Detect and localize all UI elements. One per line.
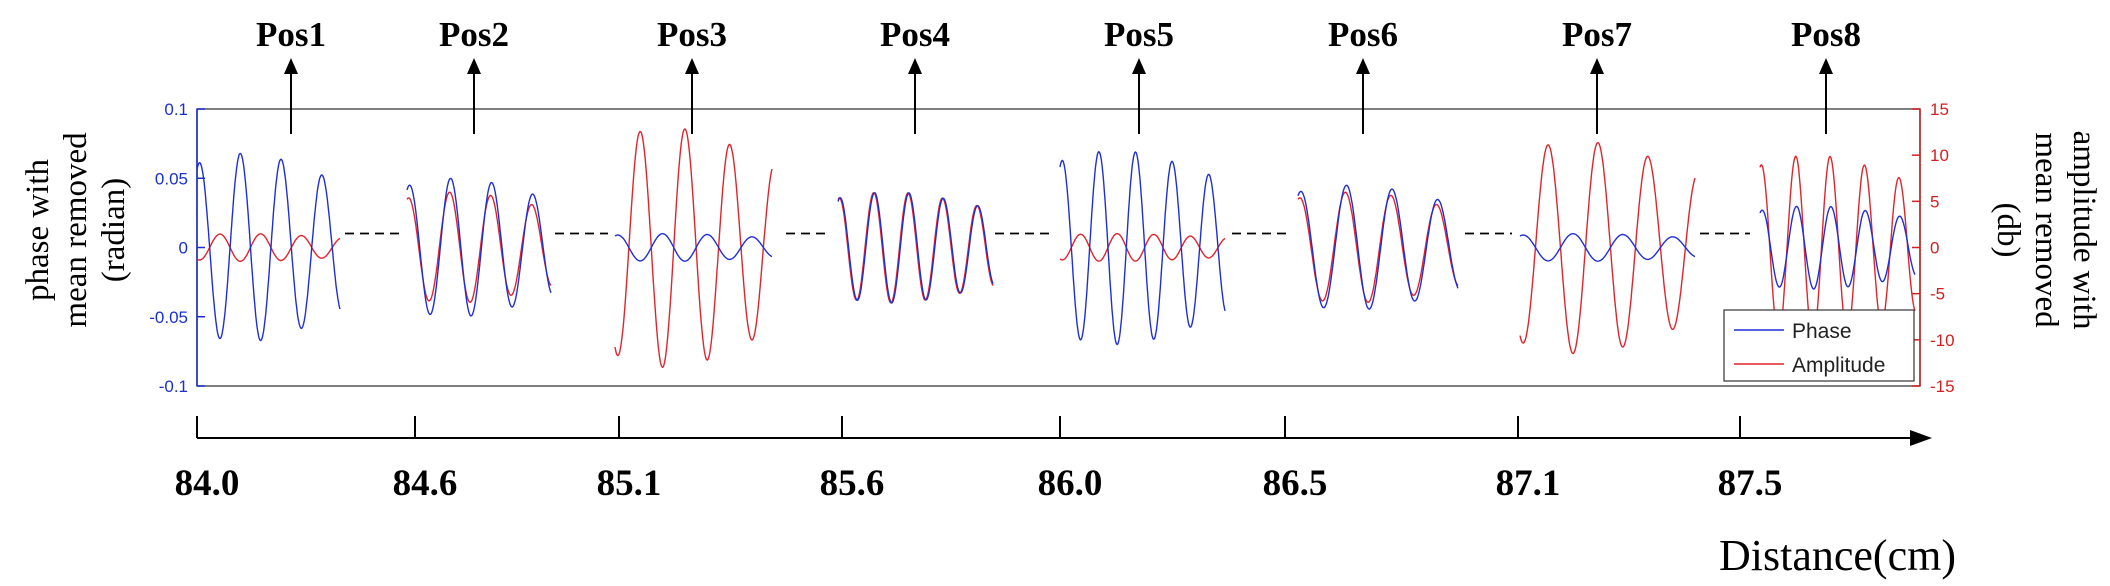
amplitude-trace-pos3 bbox=[614, 128, 773, 369]
position-arrowhead bbox=[685, 58, 699, 74]
distance-tick-label: 86.5 bbox=[1263, 463, 1328, 504]
position-label-pos4: Pos4 bbox=[880, 15, 950, 54]
position-arrowhead bbox=[467, 58, 481, 74]
phase-trace-pos8 bbox=[1759, 205, 1916, 290]
legend: Phase Amplitude bbox=[1723, 309, 1915, 382]
right-tick-label: -10 bbox=[1930, 331, 1955, 350]
legend-amplitude-label: Amplitude bbox=[1792, 354, 1885, 377]
position-arrowhead bbox=[284, 58, 298, 74]
position-label-pos5: Pos5 bbox=[1104, 15, 1174, 54]
phase-trace-pos6 bbox=[1297, 184, 1459, 310]
left-axis-ticks: 0.1 0.05 0 -0.05 -0.1 bbox=[149, 100, 205, 396]
signal-segments bbox=[196, 128, 1916, 369]
position-labels: Pos1 Pos2 Pos3 Pos4 Pos5 Pos6 Pos7 Pos8 bbox=[256, 15, 1861, 134]
left-axis-title-line1: phase with bbox=[20, 158, 56, 301]
left-axis-title-line3: (radian) bbox=[96, 178, 132, 282]
amplitude-trace-pos2 bbox=[406, 191, 552, 304]
distance-tick-label: 87.5 bbox=[1718, 463, 1783, 504]
distance-tick-label: 84.0 bbox=[175, 463, 240, 504]
left-tick-label: 0.05 bbox=[155, 169, 188, 188]
distance-tick-label: 85.1 bbox=[597, 463, 662, 504]
distance-axis-arrowhead bbox=[1910, 430, 1932, 446]
amplitude-trace-pos8 bbox=[1759, 155, 1916, 341]
left-tick-label: -0.05 bbox=[149, 308, 188, 327]
right-tick-label: 10 bbox=[1930, 146, 1949, 165]
position-label-pos3: Pos3 bbox=[657, 15, 727, 54]
distance-ticks: 84.0 84.6 85.1 85.6 86.0 86.5 87.1 87.5 bbox=[175, 416, 1783, 504]
right-tick-label: -15 bbox=[1930, 377, 1955, 396]
right-tick-label: 0 bbox=[1930, 239, 1939, 258]
position-arrowhead bbox=[1132, 58, 1146, 74]
x-axis-title: Distance(cm) bbox=[1719, 531, 1956, 580]
right-tick-label: -5 bbox=[1930, 285, 1945, 304]
position-label-pos1: Pos1 bbox=[256, 15, 326, 54]
right-axis-title-line2: mean removed bbox=[2028, 132, 2064, 328]
phase-trace-pos3 bbox=[614, 233, 773, 262]
right-axis-title: amplitude with mean removed (db) bbox=[1990, 131, 2102, 330]
right-axis-title-line3: (db) bbox=[1990, 203, 2026, 258]
position-label-pos6: Pos6 bbox=[1328, 15, 1398, 54]
distance-tick-label: 84.6 bbox=[393, 463, 458, 504]
position-arrowhead bbox=[908, 58, 922, 74]
position-arrowhead bbox=[1356, 58, 1370, 74]
legend-phase-label: Phase bbox=[1792, 320, 1852, 343]
left-tick-label: 0.1 bbox=[164, 100, 188, 119]
position-label-pos7: Pos7 bbox=[1562, 15, 1632, 54]
legend-box bbox=[1723, 309, 1915, 382]
left-tick-label: 0 bbox=[179, 239, 188, 258]
phase-trace-pos4 bbox=[837, 192, 994, 304]
amplitude-trace-pos7 bbox=[1519, 141, 1696, 355]
amplitude-trace-pos5 bbox=[1059, 233, 1226, 262]
amplitude-trace-pos6 bbox=[1297, 191, 1459, 304]
amplitude-trace-pos4 bbox=[837, 192, 994, 304]
position-label-pos8: Pos8 bbox=[1791, 15, 1861, 54]
phase-trace-pos5 bbox=[1059, 150, 1226, 346]
phase-trace-pos2 bbox=[406, 177, 552, 317]
phase-trace-pos7 bbox=[1519, 233, 1696, 262]
plot-frame bbox=[196, 108, 1921, 387]
right-tick-label: 5 bbox=[1930, 192, 1939, 211]
left-axis-title-line2: mean removed bbox=[58, 132, 94, 328]
amplitude-trace-pos1 bbox=[196, 233, 341, 262]
distance-tick-label: 85.6 bbox=[820, 463, 885, 504]
position-label-pos2: Pos2 bbox=[439, 15, 509, 54]
position-arrowhead bbox=[1819, 58, 1833, 74]
left-axis-title: phase with mean removed (radian) bbox=[20, 132, 132, 328]
right-axis-ticks: 15 10 5 0 -5 -10 -15 bbox=[1912, 100, 1955, 396]
left-tick-label: -0.1 bbox=[159, 377, 188, 396]
phase-trace-pos1 bbox=[196, 152, 341, 342]
position-arrowhead bbox=[1590, 58, 1604, 74]
distance-tick-label: 87.1 bbox=[1496, 463, 1561, 504]
right-tick-label: 15 bbox=[1930, 100, 1949, 119]
distance-tick-label: 86.0 bbox=[1038, 463, 1103, 504]
right-axis-title-line1: amplitude with bbox=[2066, 131, 2102, 330]
